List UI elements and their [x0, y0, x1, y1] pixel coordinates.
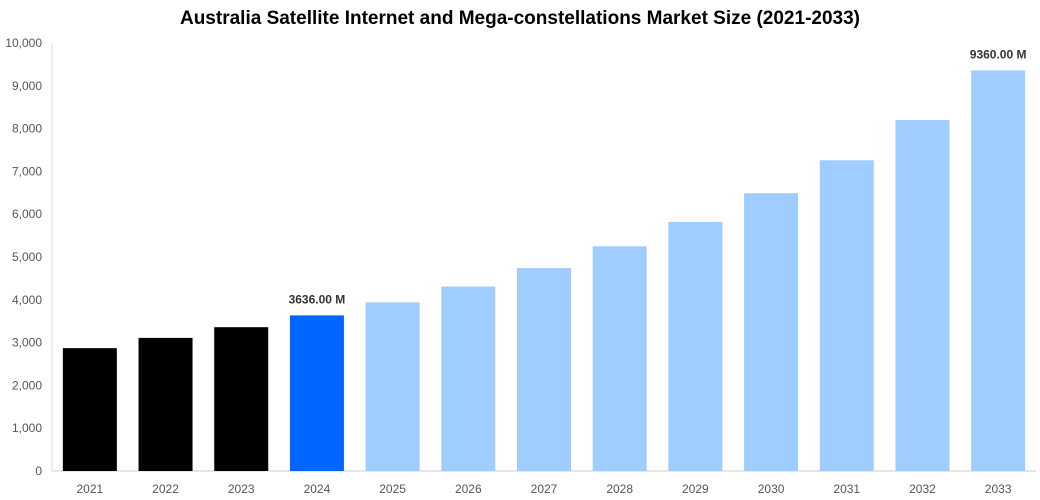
bar-2030 — [744, 193, 799, 471]
bar-2028 — [592, 246, 647, 471]
y-tick-label: 4,000 — [12, 293, 42, 307]
data-label-2033: 9360.00 M — [970, 47, 1027, 61]
x-tick-label: 2025 — [379, 482, 406, 496]
x-tick-label: 2022 — [152, 482, 179, 496]
y-tick-label: 6,000 — [12, 207, 42, 221]
y-tick-label: 8,000 — [12, 122, 42, 136]
x-tick-label: 2026 — [455, 482, 482, 496]
bar-2031 — [819, 160, 874, 471]
y-tick-label: 10,000 — [5, 36, 42, 50]
bar-2023 — [214, 327, 269, 471]
chart-title: Australia Satellite Internet and Mega-co… — [179, 8, 860, 29]
x-tick-label: 2031 — [833, 482, 860, 496]
y-tick-label: 9,000 — [12, 79, 42, 93]
x-tick-label: 2021 — [76, 482, 103, 496]
y-tick-label: 3,000 — [12, 336, 42, 350]
x-tick-label: 2028 — [606, 482, 633, 496]
bar-2021 — [62, 348, 117, 471]
bar-2024 — [289, 315, 344, 471]
x-tick-label: 2029 — [682, 482, 709, 496]
data-label-2024: 3636.00 M — [289, 292, 346, 306]
bar-2029 — [668, 221, 723, 471]
y-tick-label: 0 — [35, 464, 42, 478]
x-tick-label: 2033 — [985, 482, 1012, 496]
bar-2026 — [441, 286, 496, 471]
bar-2032 — [895, 120, 950, 471]
bar-2025 — [365, 302, 420, 471]
x-tick-label: 2030 — [758, 482, 785, 496]
bar-2033 — [971, 70, 1026, 471]
x-tick-label: 2027 — [531, 482, 558, 496]
x-tick-label: 2032 — [909, 482, 936, 496]
y-tick-label: 7,000 — [12, 164, 42, 178]
x-tick-label: 2024 — [304, 482, 331, 496]
y-tick-label: 5,000 — [12, 250, 42, 264]
y-tick-label: 1,000 — [12, 421, 42, 435]
y-tick-label: 2,000 — [12, 378, 42, 392]
x-tick-label: 2023 — [228, 482, 255, 496]
bar-2027 — [517, 268, 571, 471]
bar-2022 — [138, 337, 193, 471]
